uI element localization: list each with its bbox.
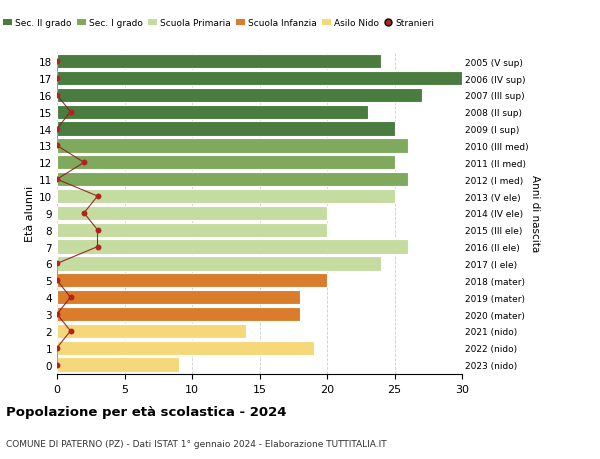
Bar: [57, 122, 395, 136]
Bar: [57, 190, 395, 204]
Point: [52, 75, 62, 83]
Point: [92, 243, 102, 251]
Bar: [57, 106, 367, 120]
Point: [52, 260, 62, 268]
Bar: [57, 324, 246, 338]
Y-axis label: Età alunni: Età alunni: [25, 185, 35, 241]
Point: [79, 210, 89, 217]
Point: [66, 328, 76, 335]
Point: [52, 58, 62, 66]
Bar: [57, 89, 421, 103]
Bar: [57, 156, 395, 170]
Bar: [57, 206, 327, 221]
Bar: [57, 291, 300, 305]
Point: [52, 361, 62, 369]
Point: [52, 277, 62, 285]
Point: [66, 109, 76, 116]
Point: [52, 126, 62, 133]
Text: Popolazione per età scolastica - 2024: Popolazione per età scolastica - 2024: [6, 405, 287, 419]
Point: [52, 344, 62, 352]
Bar: [57, 341, 314, 355]
Bar: [57, 240, 408, 254]
Point: [66, 294, 76, 301]
Point: [79, 159, 89, 167]
Bar: [57, 72, 462, 86]
Bar: [57, 139, 408, 153]
Bar: [57, 55, 381, 69]
Point: [92, 227, 102, 234]
Point: [92, 193, 102, 200]
Bar: [57, 173, 408, 187]
Point: [52, 176, 62, 184]
Point: [52, 142, 62, 150]
Y-axis label: Anni di nascita: Anni di nascita: [530, 175, 539, 252]
Point: [52, 92, 62, 99]
Legend: Sec. II grado, Sec. I grado, Scuola Primaria, Scuola Infanzia, Asilo Nido, Stran: Sec. II grado, Sec. I grado, Scuola Prim…: [0, 16, 438, 32]
Bar: [57, 274, 327, 288]
Bar: [57, 257, 381, 271]
Bar: [57, 307, 300, 321]
Bar: [57, 358, 179, 372]
Point: [52, 311, 62, 318]
Text: COMUNE DI PATERNO (PZ) - Dati ISTAT 1° gennaio 2024 - Elaborazione TUTTITALIA.IT: COMUNE DI PATERNO (PZ) - Dati ISTAT 1° g…: [6, 439, 386, 448]
Bar: [57, 223, 327, 237]
